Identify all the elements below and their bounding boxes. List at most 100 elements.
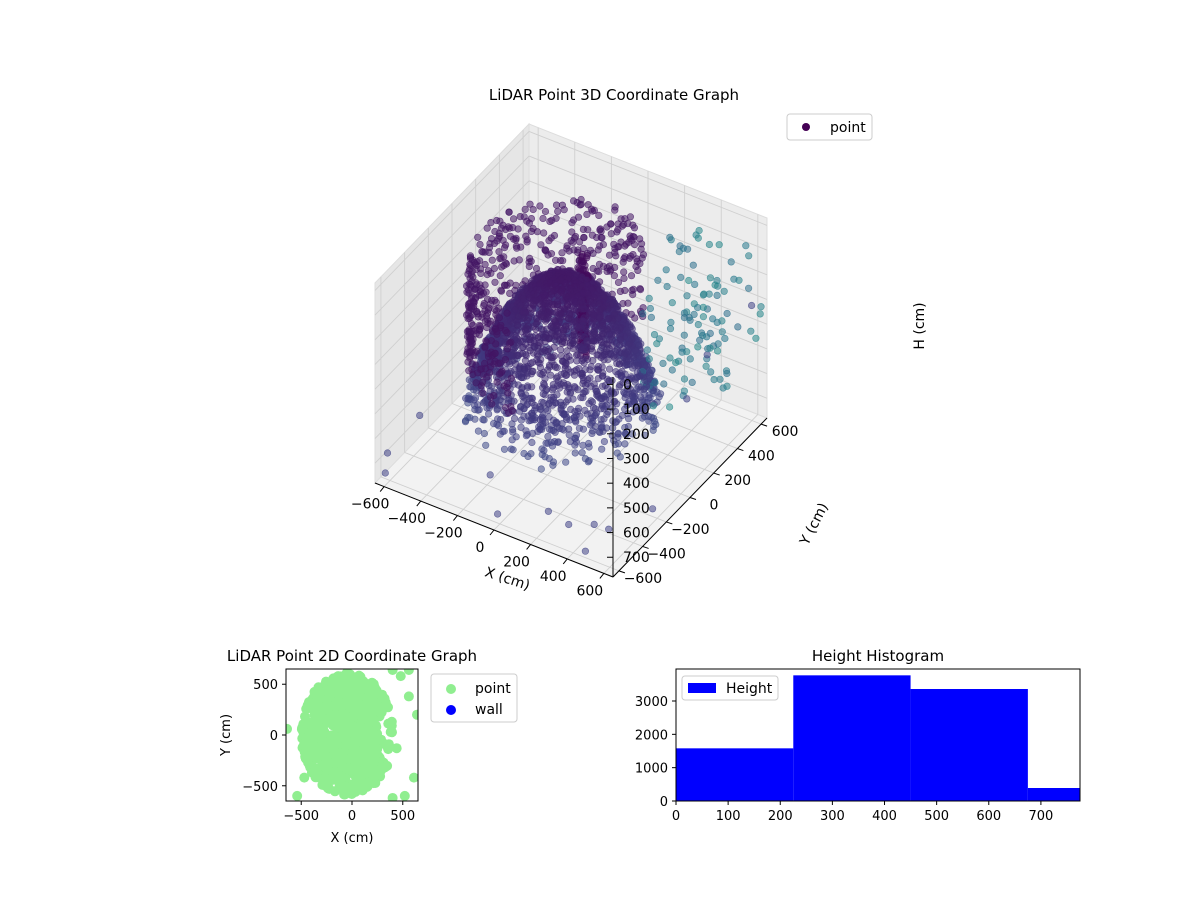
data-point	[719, 384, 727, 392]
data-point	[605, 365, 614, 373]
data-point	[611, 206, 619, 214]
data-point	[549, 458, 558, 466]
y-tick-label: 0	[660, 795, 668, 810]
data-point	[704, 345, 712, 353]
grid-line-y	[404, 452, 643, 547]
data-point	[572, 438, 581, 446]
x-tick	[416, 500, 422, 507]
data-point	[361, 679, 372, 690]
data-point	[503, 329, 511, 337]
data-point	[416, 411, 424, 420]
data-point	[539, 368, 548, 377]
data-point	[544, 432, 552, 441]
data-point	[595, 267, 603, 276]
x-tick-label: −500	[283, 809, 319, 824]
data-point	[305, 738, 316, 749]
data-point	[522, 232, 530, 240]
data-point	[483, 224, 491, 232]
data-point	[553, 291, 562, 299]
legend-label-point: point	[475, 681, 511, 697]
data-point	[561, 365, 569, 373]
chart-histogram: Height Histogram 0 100 200 300 400 500 600 700 0…	[635, 647, 1081, 824]
data-point	[645, 417, 653, 425]
legend-marker-height	[688, 683, 716, 693]
data-point	[319, 702, 330, 713]
data-point	[668, 366, 676, 374]
data-point	[610, 398, 618, 406]
data-point	[580, 345, 588, 353]
data-point	[579, 377, 588, 385]
x-tick	[452, 515, 458, 521]
data-point	[510, 415, 519, 423]
data-point	[512, 433, 520, 441]
data-point	[357, 712, 367, 723]
data-point	[541, 317, 550, 325]
data-point	[683, 395, 691, 403]
data-point	[461, 418, 470, 426]
grid-line-y	[451, 403, 691, 498]
data-point	[528, 367, 536, 376]
data-point	[411, 709, 418, 720]
data-point	[569, 345, 578, 353]
data-point	[555, 384, 564, 392]
data-point	[525, 262, 533, 271]
data-point	[528, 399, 536, 407]
x-tick-label: −400	[388, 511, 426, 527]
x-tick	[599, 573, 605, 579]
data-point	[478, 310, 487, 318]
data-point	[495, 248, 503, 256]
chart-3d-legend: point	[786, 113, 873, 141]
x-tick-label: −600	[351, 497, 389, 513]
data-point	[476, 240, 484, 249]
data-point	[579, 244, 588, 252]
data-point	[613, 327, 621, 335]
histogram-bar	[676, 748, 794, 801]
data-point	[500, 281, 509, 289]
data-point	[479, 389, 487, 397]
data-point	[621, 286, 629, 295]
data-point	[510, 257, 518, 265]
data-point	[600, 438, 609, 446]
x-tick-label: 500	[924, 809, 949, 824]
data-point	[369, 754, 380, 765]
data-point	[544, 507, 553, 515]
h-tick-label: 600	[623, 526, 650, 542]
data-point	[579, 441, 587, 449]
data-point	[486, 369, 494, 377]
data-point	[581, 547, 590, 555]
data-point	[324, 783, 335, 794]
data-point	[723, 309, 731, 318]
data-point	[474, 233, 482, 241]
data-point	[686, 316, 694, 324]
data-point	[493, 328, 501, 336]
data-point	[488, 400, 496, 408]
data-point	[581, 261, 589, 270]
data-point	[556, 314, 564, 322]
data-point	[565, 520, 573, 529]
grid-line-h	[528, 130, 768, 226]
data-point	[588, 314, 596, 322]
data-point	[469, 335, 477, 344]
data-point	[620, 351, 628, 359]
data-point	[611, 248, 619, 257]
chart-2d-xlabel: X (cm)	[331, 831, 374, 846]
data-point	[747, 327, 755, 335]
data-point	[655, 393, 663, 401]
data-point	[752, 334, 760, 342]
data-point	[509, 446, 517, 454]
data-point	[747, 301, 756, 310]
data-point	[505, 208, 513, 216]
data-point	[485, 243, 494, 252]
data-point	[495, 401, 504, 409]
data-point	[612, 368, 620, 376]
data-point	[692, 231, 700, 239]
data-point	[668, 299, 676, 307]
data-point	[565, 384, 573, 393]
data-point	[562, 413, 571, 421]
data-point	[473, 347, 481, 355]
data-point	[666, 325, 675, 333]
data-point	[552, 201, 561, 209]
data-point	[495, 304, 503, 312]
data-point	[363, 777, 374, 788]
data-point	[666, 354, 674, 362]
